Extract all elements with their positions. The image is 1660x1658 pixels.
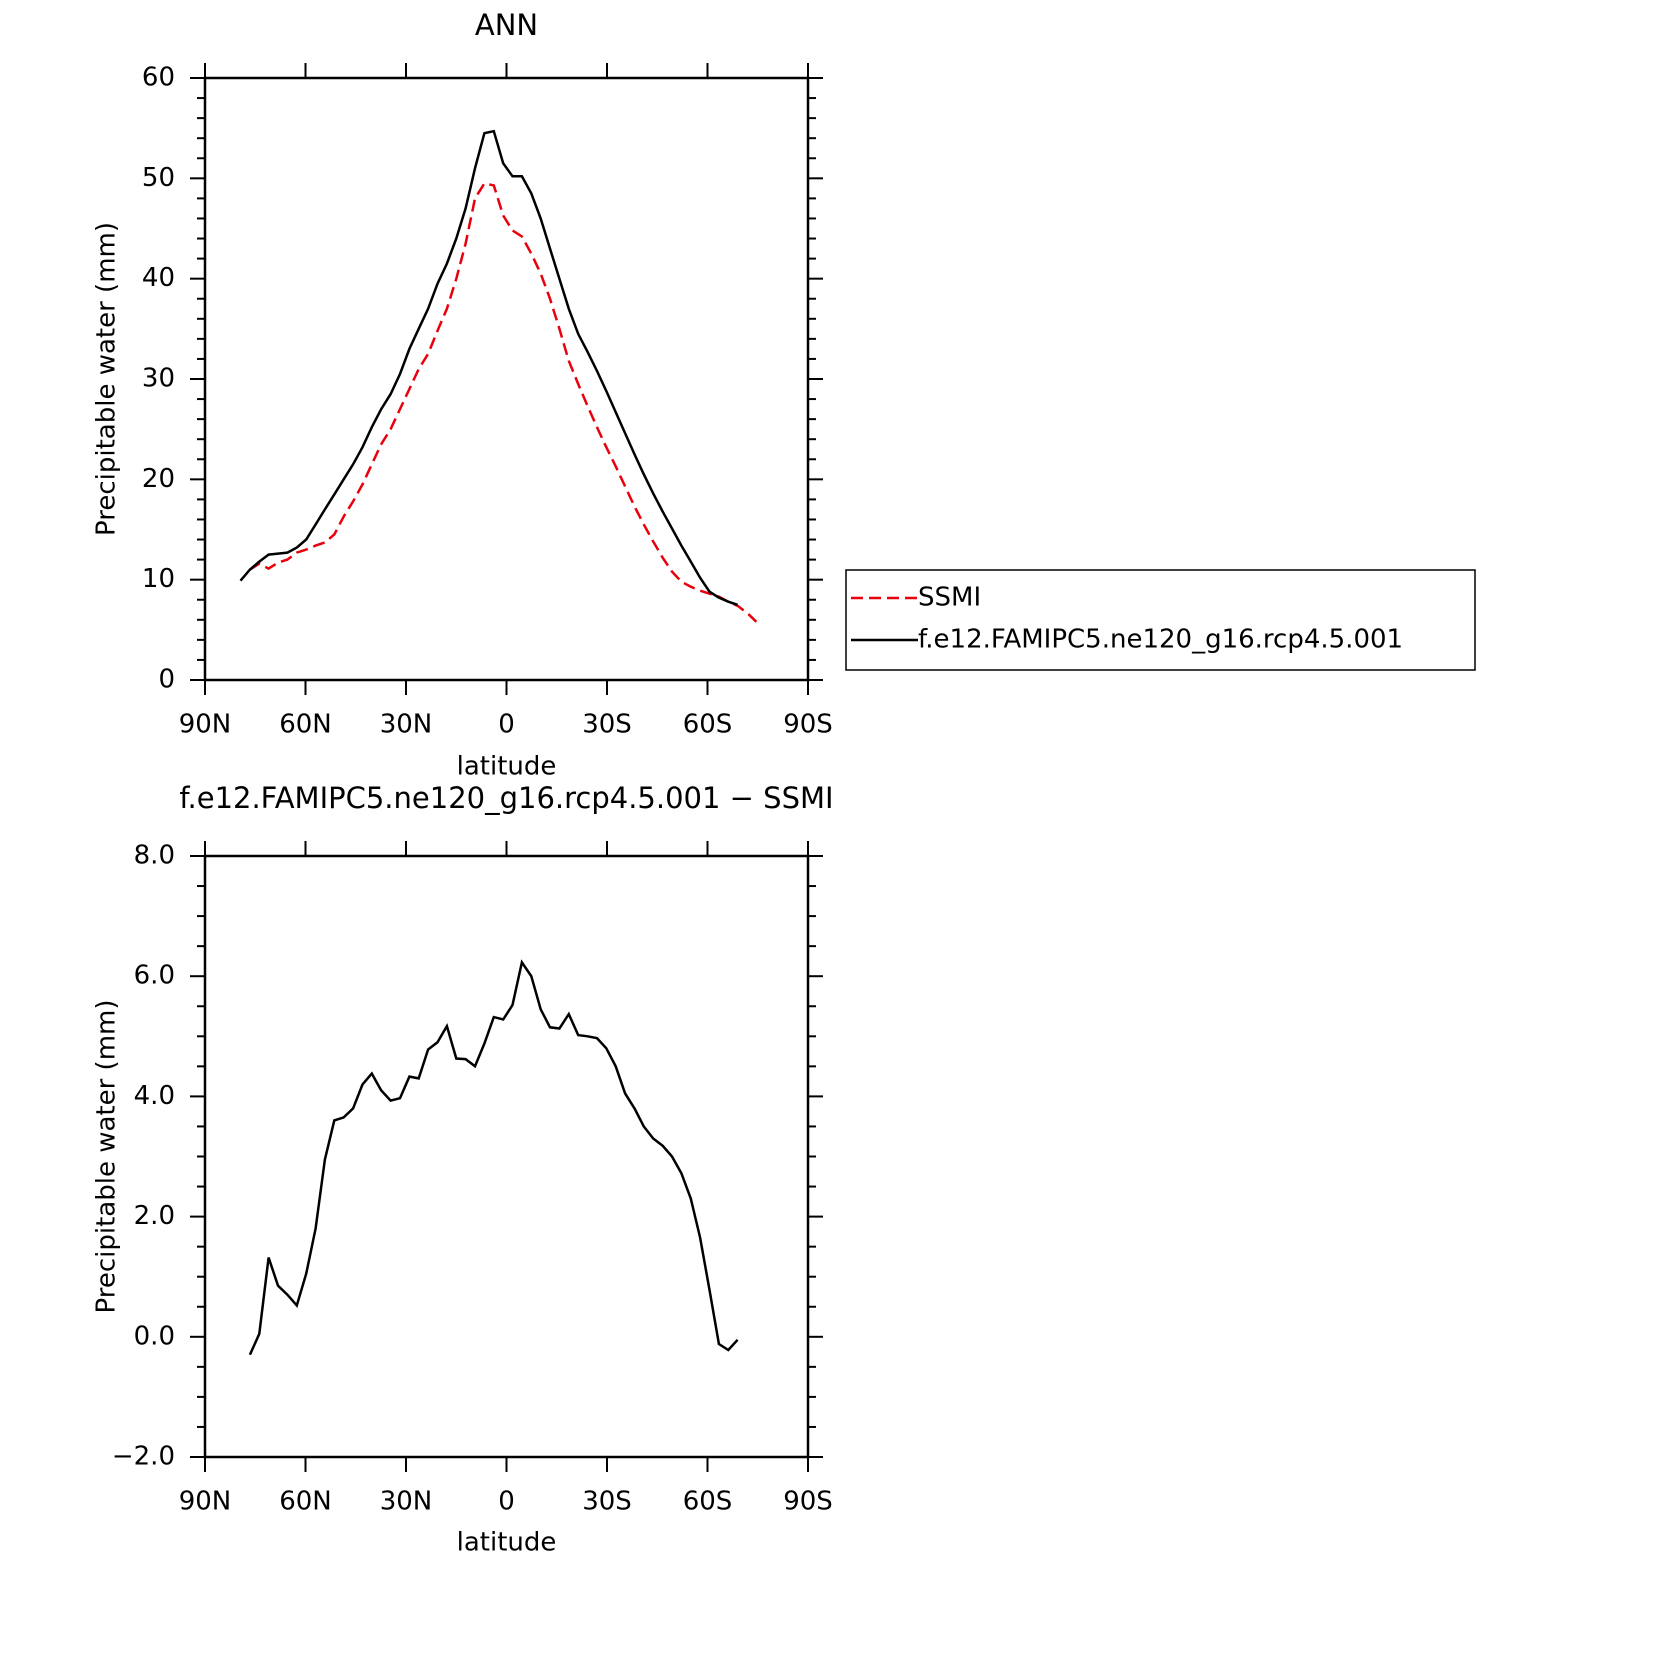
x-tick-label: 90N <box>179 710 232 740</box>
y-tick-label: 0 <box>158 665 175 695</box>
x-tick-label: 90S <box>783 1487 833 1517</box>
y-axis-label: Precipitable water (mm) <box>92 222 122 536</box>
x-tick-label: 60S <box>683 710 733 740</box>
y-tick-label: 20 <box>142 464 175 494</box>
y-axis-label: Precipitable water (mm) <box>92 1000 122 1314</box>
x-tick-label: 60S <box>683 1487 733 1517</box>
x-tick-label: 30N <box>380 710 433 740</box>
y-tick-label: 40 <box>142 263 175 293</box>
y-tick-label: 2.0 <box>134 1201 175 1231</box>
chart-title: ANN <box>475 8 538 42</box>
plot-frame <box>203 854 810 1459</box>
y-tick-label: 30 <box>142 364 175 394</box>
x-tick-label: 30S <box>582 710 632 740</box>
x-axis-label: latitude <box>457 1528 557 1558</box>
x-tick-label: 60N <box>279 1487 332 1517</box>
data-line <box>248 959 739 1356</box>
x-tick-label: 0 <box>498 1487 515 1517</box>
chart-title: f.e12.FAMIPC5.ne120_g16.rcp4.5.001 − SSM… <box>179 781 833 815</box>
x-tick-label: 30N <box>380 1487 433 1517</box>
y-tick-label: 6.0 <box>134 961 175 991</box>
legend-box <box>845 569 1476 671</box>
x-tick-label: 0 <box>498 710 515 740</box>
data-line <box>239 129 738 606</box>
y-tick-label: 60 <box>142 63 175 93</box>
x-tick-label: 60N <box>279 710 332 740</box>
x-axis-label: latitude <box>457 752 557 782</box>
legend-label: SSMI <box>918 583 981 613</box>
y-tick-label: 4.0 <box>134 1081 175 1111</box>
x-tick-label: 30S <box>582 1487 632 1517</box>
x-tick-label: 90N <box>179 1487 232 1517</box>
y-tick-label: 0.0 <box>134 1321 175 1351</box>
legend-label: f.e12.FAMIPC5.ne120_g16.rcp4.5.001 <box>918 625 1403 655</box>
y-tick-label: 8.0 <box>134 841 175 871</box>
data-line <box>249 181 758 623</box>
y-tick-label: 10 <box>142 564 175 594</box>
y-tick-label: −2.0 <box>112 1442 175 1472</box>
x-tick-label: 90S <box>783 710 833 740</box>
y-tick-label: 50 <box>142 163 175 193</box>
